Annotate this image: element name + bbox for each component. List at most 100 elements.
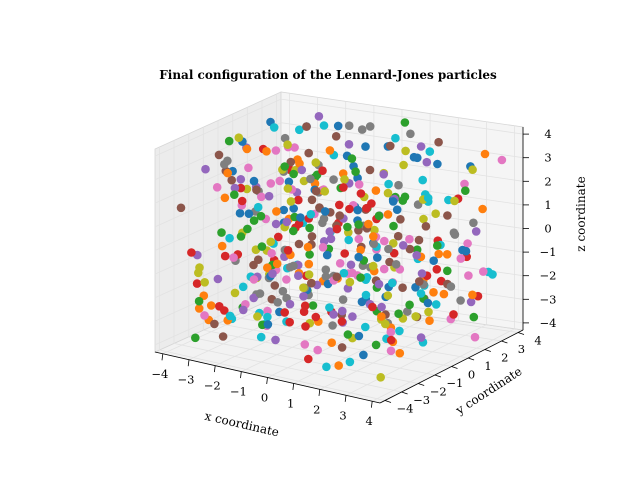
particle-point: [468, 290, 477, 300]
particle-point: [369, 232, 378, 241]
particle-point: [383, 210, 393, 219]
particle-point: [176, 203, 186, 213]
particle-point: [371, 340, 381, 350]
particle-point: [415, 277, 424, 286]
x-tick-label: −3: [178, 373, 195, 387]
particle-point: [468, 165, 477, 174]
particle-point: [289, 169, 298, 179]
particle-point: [194, 304, 204, 313]
particle-point: [187, 248, 196, 257]
y-tick-mark: [517, 332, 525, 335]
grid-line-x-floor: [345, 324, 487, 396]
x-tick-label: −1: [230, 385, 247, 399]
particle-point: [214, 150, 224, 160]
particle-point: [353, 205, 363, 215]
particle-point: [313, 345, 323, 355]
particle-point: [332, 272, 342, 282]
particle-point: [319, 121, 329, 130]
particle-point: [318, 243, 328, 252]
particle-point: [429, 256, 439, 266]
particle-point: [266, 179, 276, 188]
particle-point: [361, 142, 370, 151]
particle-point: [359, 350, 368, 360]
particle-point: [461, 186, 470, 195]
particle-point: [218, 332, 228, 341]
particle-point: [192, 279, 202, 288]
particle-point: [289, 204, 299, 213]
z-tick-label: 0: [544, 222, 551, 236]
particle-point: [326, 234, 336, 244]
x-tick-label: 3: [339, 408, 346, 422]
particle-point: [479, 267, 488, 276]
particle-point: [362, 203, 371, 213]
particle-point: [432, 265, 442, 274]
chart-title: Final configuration of the Lennard-Jones…: [159, 68, 497, 82]
particle-point: [305, 250, 314, 259]
particle-point: [263, 263, 272, 273]
y-tick-mark: [451, 366, 458, 369]
particle-point: [273, 298, 283, 307]
particle-point: [354, 252, 364, 262]
particle-point: [433, 241, 442, 250]
particle-point: [206, 301, 216, 310]
particle-point: [195, 263, 204, 272]
particle-point: [295, 125, 304, 135]
particle-point: [217, 241, 227, 251]
particle-point: [374, 211, 384, 221]
particle-point: [395, 348, 405, 358]
grid-line-x-floor: [372, 328, 515, 402]
x-tick-mark: [344, 395, 347, 402]
y-tick-label: 4: [534, 334, 541, 348]
particle-point: [325, 146, 335, 155]
particle-point: [263, 320, 273, 329]
y-tick-label: −2: [430, 385, 447, 399]
particle-point: [416, 333, 426, 342]
particle-point: [289, 226, 298, 236]
particle-point: [220, 251, 230, 261]
particle-point: [301, 322, 310, 331]
particle-point: [384, 244, 393, 254]
z-tick-label: 3: [544, 151, 551, 165]
particle-point: [256, 332, 266, 342]
particle-point: [271, 335, 280, 345]
particle-point: [329, 310, 338, 319]
x-tick-mark: [292, 383, 295, 390]
particle-point: [356, 273, 365, 282]
particle-point: [253, 312, 262, 321]
particle-point: [399, 160, 408, 170]
particle-points: [176, 112, 507, 382]
particle-point: [480, 149, 490, 159]
y-tick-mark: [418, 383, 425, 386]
particle-point: [329, 175, 338, 184]
particle-point: [348, 312, 357, 321]
particle-point: [331, 132, 341, 141]
x-tick-label: −2: [204, 379, 221, 393]
particle-point: [417, 269, 427, 278]
y-tick-label: −1: [446, 376, 463, 390]
particle-point: [419, 214, 428, 224]
particle-point: [217, 228, 226, 237]
particle-point: [343, 222, 352, 232]
particle-point: [406, 129, 415, 139]
particle-point: [304, 259, 314, 269]
particle-point: [320, 187, 330, 196]
particle-point: [334, 361, 344, 370]
particle-point: [332, 224, 342, 234]
particle-point: [307, 232, 317, 241]
particle-point: [300, 340, 310, 349]
grid-line-z-back: [280, 98, 524, 135]
x-tick-mark: [371, 401, 373, 408]
particle-point: [373, 253, 382, 262]
particle-point: [434, 249, 444, 259]
particle-point: [191, 333, 200, 343]
y-tick-mark: [467, 357, 475, 361]
x-tick-mark: [266, 377, 268, 385]
y-tick-label: −3: [413, 393, 430, 407]
particle-point: [249, 216, 259, 225]
particle-point: [377, 312, 386, 321]
z-axis-label: z coordinate: [574, 176, 588, 251]
particle-point: [425, 316, 434, 326]
particle-point: [414, 235, 424, 245]
particle-point: [418, 175, 428, 185]
particle-point: [340, 175, 349, 184]
